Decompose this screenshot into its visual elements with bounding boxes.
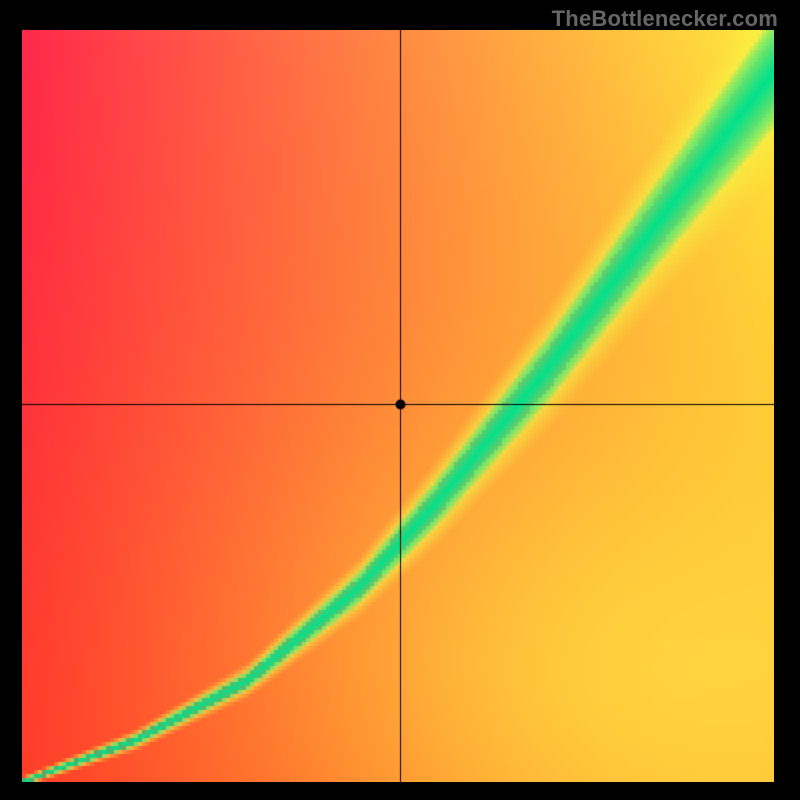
watermark-text: TheBottlenecker.com [552,6,778,32]
bottleneck-heatmap [22,30,774,782]
